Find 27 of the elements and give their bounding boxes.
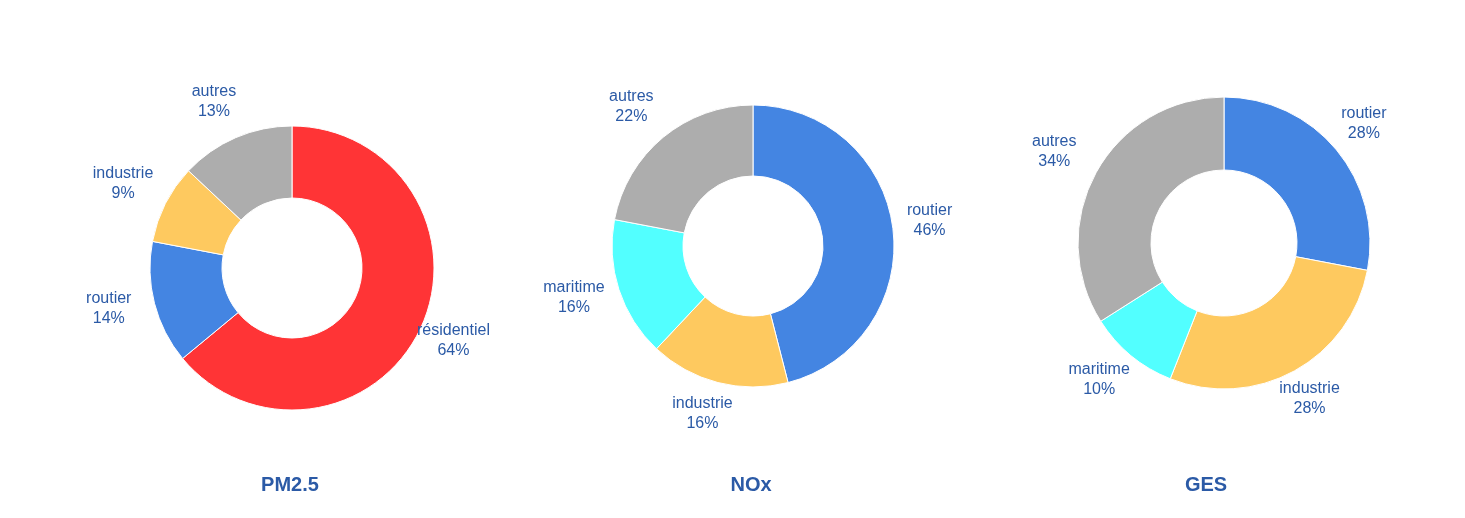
text: GES xyxy=(1183,472,1229,497)
data-label: 10% xyxy=(1083,380,1116,398)
slice-label: routier xyxy=(86,289,133,307)
slice-label: résidentiel xyxy=(417,320,490,338)
slice-label: maritime xyxy=(543,277,605,295)
data-label: 9% xyxy=(111,184,135,202)
slice-label: maritime xyxy=(1068,360,1130,378)
data-label: 13% xyxy=(197,101,230,119)
slice-label: industrie xyxy=(1279,379,1340,397)
data-label: 34% xyxy=(1038,152,1071,170)
data-label: 28% xyxy=(1347,123,1380,141)
slice-label: autres xyxy=(1032,132,1077,150)
data-label: 28% xyxy=(1293,399,1326,417)
data-label: 16% xyxy=(557,297,590,315)
data-label: 46% xyxy=(913,220,946,238)
slice-label: autres xyxy=(609,86,654,104)
slice-label: routier xyxy=(1341,103,1388,121)
slice-label: routier xyxy=(906,200,953,218)
data-label: 14% xyxy=(92,309,125,327)
text: PM2.5 xyxy=(260,472,320,497)
data-label: 16% xyxy=(686,414,719,432)
slice-label: industrie xyxy=(92,164,154,182)
text: NOx xyxy=(729,472,773,497)
data-label: 22% xyxy=(615,106,648,124)
data-label: 64% xyxy=(437,340,470,358)
slice-label: autres xyxy=(191,81,237,99)
slice-label: industrie xyxy=(672,394,733,412)
